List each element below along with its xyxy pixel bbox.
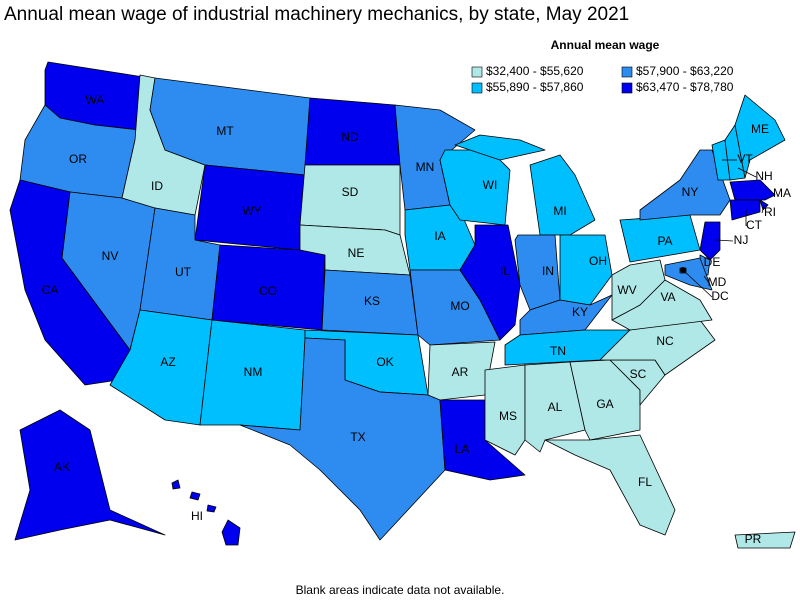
- state: [729, 199, 761, 221]
- state-label: ND: [341, 130, 359, 144]
- state-label: TX: [350, 430, 365, 444]
- state: [459, 224, 521, 341]
- state-label: OH: [589, 254, 607, 268]
- state-label: MA: [773, 186, 791, 200]
- legend-swatch: [621, 66, 633, 78]
- state: [189, 491, 201, 501]
- legend-swatch: [621, 82, 633, 94]
- state-label: RI: [764, 205, 776, 219]
- leader-line: [761, 204, 765, 214]
- legend-label: $63,470 - $78,780: [636, 80, 734, 94]
- state-label: WY: [242, 204, 261, 218]
- state-label: PA: [657, 234, 672, 248]
- state-labels: WA OR CA NV ID MT WY UT CO AZ NM ND SD NE KS OK TX MN IA MO…: [42, 93, 791, 546]
- state-label: IN: [542, 264, 554, 278]
- state-label: NC: [656, 334, 674, 348]
- state-label: GA: [596, 397, 613, 411]
- state-label: DE: [704, 255, 721, 269]
- state-label: PR: [745, 532, 762, 546]
- state-label: NV: [102, 249, 119, 263]
- legend-label: $55,890 - $57,860: [486, 80, 584, 94]
- state-label: WA: [86, 93, 105, 107]
- state-label: MS: [499, 409, 517, 423]
- state-label: NM: [244, 365, 263, 379]
- state: [529, 154, 596, 236]
- state-label: CT: [746, 218, 763, 232]
- state-label: MT: [216, 124, 234, 138]
- state-label: NE: [348, 246, 365, 260]
- state-label: AL: [548, 400, 563, 414]
- leader-line: [737, 167, 757, 178]
- map-title: Annual mean wage of industrial machinery…: [4, 4, 629, 25]
- state-label: IL: [500, 264, 510, 278]
- state-label: AZ: [160, 355, 175, 369]
- legend-swatch: [471, 66, 483, 78]
- state: [664, 257, 713, 291]
- state-label: IA: [434, 229, 445, 243]
- state-label: WV: [617, 283, 636, 297]
- state: [171, 479, 181, 490]
- state: [544, 434, 676, 536]
- state-label: NY: [682, 185, 699, 199]
- legend-swatch: [471, 82, 483, 94]
- state: [427, 341, 496, 401]
- state-label: CA: [42, 283, 59, 297]
- state-label: CO: [259, 284, 277, 298]
- state: [559, 234, 613, 306]
- state-label: ID: [151, 179, 163, 193]
- state-label: MD: [708, 275, 727, 289]
- state-label: NJ: [734, 233, 749, 247]
- leader-line: [715, 239, 734, 242]
- state: [734, 94, 786, 179]
- state: [221, 519, 241, 546]
- state-label: HI: [191, 509, 203, 523]
- state-label: OR: [69, 152, 87, 166]
- state-label: MO: [450, 299, 469, 313]
- dc-dot: [680, 267, 686, 273]
- state-label: KS: [364, 294, 380, 308]
- state: [454, 134, 546, 161]
- state-label: MN: [416, 160, 435, 174]
- legend-label: $32,400 - $55,620: [486, 64, 584, 78]
- states: [9, 61, 796, 549]
- legend-title: Annual mean wage: [551, 38, 660, 52]
- state-label: KY: [572, 305, 588, 319]
- state: [299, 164, 401, 236]
- state-label: LA: [455, 442, 470, 456]
- leader-line: [683, 270, 713, 298]
- state-label: DC: [711, 289, 729, 303]
- state: [734, 531, 796, 549]
- state-label: VA: [660, 290, 675, 304]
- state-label: MI: [553, 204, 566, 218]
- state-label: ME: [751, 122, 769, 136]
- state-label: SC: [630, 367, 647, 381]
- state-label: VT: [737, 152, 753, 166]
- state: [239, 337, 446, 541]
- state-label: UT: [175, 265, 192, 279]
- state: [699, 221, 721, 261]
- state-label: SD: [342, 185, 359, 199]
- state: [729, 179, 776, 201]
- state: [206, 504, 217, 513]
- state: [611, 259, 666, 321]
- leader-line: [703, 275, 710, 284]
- footnote: Blank areas indicate data not available.: [296, 583, 505, 597]
- legend-label: $57,900 - $63,220: [636, 64, 734, 78]
- state-label: AR: [452, 365, 469, 379]
- state-label: AK: [54, 460, 70, 474]
- state: [14, 409, 166, 541]
- state-label: FL: [638, 475, 652, 489]
- state-label: OK: [376, 355, 393, 369]
- state-label: TN: [550, 344, 566, 358]
- state-label: NH: [755, 169, 772, 183]
- state-label: WI: [483, 178, 498, 192]
- legend: $32,400 - $55,620 $55,890 - $57,860 $57,90…: [471, 64, 734, 94]
